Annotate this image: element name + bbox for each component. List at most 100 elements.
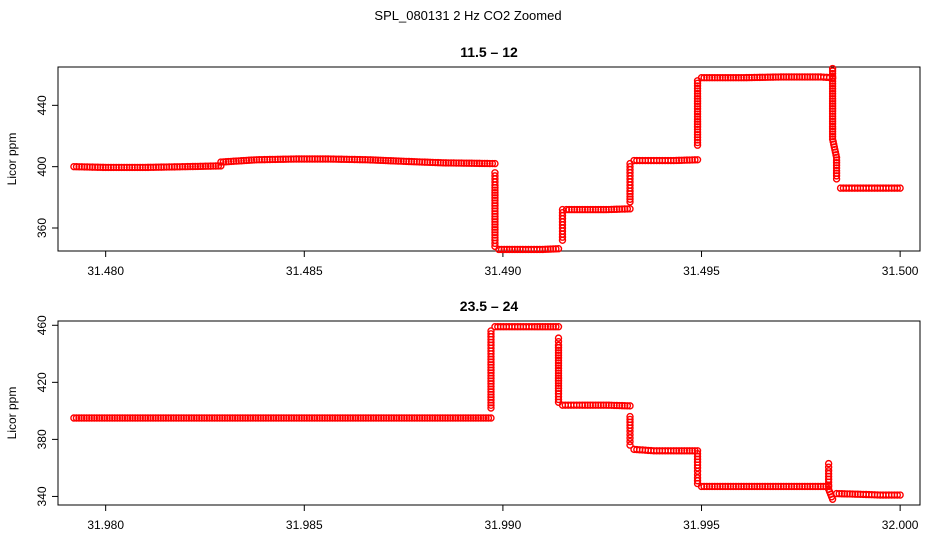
data-point — [828, 132, 837, 141]
data-point — [711, 482, 719, 491]
data-point — [204, 162, 212, 170]
data-point — [178, 163, 187, 171]
data-point — [277, 414, 285, 422]
data-point — [439, 159, 448, 167]
data-point — [832, 489, 841, 498]
data-point — [782, 482, 790, 491]
data-point — [459, 414, 467, 422]
data-point — [123, 414, 132, 422]
data-point — [721, 482, 730, 491]
data-point — [764, 73, 772, 81]
data-point — [274, 155, 282, 164]
data-point — [257, 414, 265, 422]
data-point — [350, 155, 359, 164]
data-point — [231, 414, 239, 422]
data-point — [252, 156, 261, 164]
data-point — [589, 401, 597, 409]
data-point — [591, 401, 600, 409]
data-point — [78, 163, 86, 171]
data-point — [149, 163, 158, 171]
data-point — [615, 401, 624, 410]
data-point — [397, 414, 406, 422]
data-point — [483, 159, 491, 168]
data-point — [785, 73, 793, 81]
data-point — [793, 73, 801, 81]
data-point — [462, 159, 471, 167]
data-point — [96, 163, 105, 172]
data-point — [303, 414, 311, 422]
data-point — [724, 74, 732, 82]
data-point — [280, 414, 288, 422]
data-point — [721, 74, 730, 82]
data-point — [554, 361, 563, 370]
data-point — [170, 163, 179, 171]
data-point — [835, 489, 843, 498]
data-point — [428, 414, 437, 422]
data-point — [680, 447, 689, 455]
data-point — [828, 125, 837, 133]
data-point — [99, 163, 107, 172]
data-point — [246, 414, 255, 422]
data-point — [742, 482, 751, 491]
data-point — [473, 159, 481, 168]
data-point — [77, 414, 86, 422]
data-point — [484, 414, 493, 422]
data-point — [219, 158, 228, 166]
data-point — [303, 155, 311, 163]
data-point — [151, 414, 160, 422]
data-point — [779, 482, 788, 491]
data-point — [146, 414, 155, 422]
data-point — [451, 414, 460, 422]
data-point — [583, 205, 592, 214]
data-point — [139, 414, 147, 422]
data-point — [787, 73, 796, 81]
data-point — [88, 163, 97, 171]
data-point — [159, 414, 168, 422]
data-point — [157, 163, 165, 171]
data-point — [105, 414, 114, 422]
data-point — [734, 482, 743, 491]
data-point — [449, 159, 458, 167]
data-point — [149, 414, 157, 422]
data-point — [157, 414, 165, 422]
data-point — [418, 414, 426, 422]
data-point — [771, 482, 780, 491]
data-point — [824, 478, 833, 486]
data-point — [573, 205, 581, 214]
data-point — [455, 159, 463, 167]
data-point — [828, 102, 837, 110]
data-point — [354, 414, 362, 422]
x-tick-label: 31.990 — [485, 518, 522, 532]
data-point — [491, 159, 499, 168]
data-point — [337, 155, 346, 163]
data-point — [436, 414, 444, 422]
data-point — [387, 157, 395, 165]
data-point — [349, 414, 357, 422]
data-point — [258, 155, 266, 164]
data-point — [447, 159, 455, 167]
data-point — [327, 155, 335, 163]
data-point — [385, 414, 393, 422]
data-point — [716, 482, 724, 491]
data-point — [787, 482, 796, 491]
data-point — [740, 73, 748, 82]
data-point — [72, 414, 81, 422]
data-point — [86, 163, 94, 171]
data-point — [670, 447, 678, 455]
data-point — [828, 105, 837, 113]
data-point — [828, 89, 837, 98]
data-point — [321, 155, 330, 163]
data-point — [693, 123, 702, 131]
data-point — [191, 162, 200, 171]
data-point — [266, 155, 274, 164]
data-point — [693, 138, 702, 147]
data-point — [693, 97, 702, 105]
data-point — [798, 73, 806, 81]
data-point — [361, 156, 369, 164]
data-point — [487, 327, 495, 335]
data-point — [316, 155, 324, 163]
data-point — [376, 156, 385, 165]
data-point — [472, 414, 480, 422]
data-point — [828, 122, 837, 131]
